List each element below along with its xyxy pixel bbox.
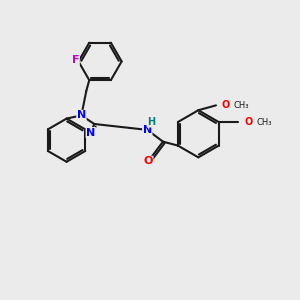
Text: H: H [147,117,155,127]
Text: CH₃: CH₃ [234,101,249,110]
Text: N: N [86,128,95,138]
Text: N: N [143,125,152,135]
Text: O: O [244,117,252,127]
Text: N: N [77,110,86,120]
Text: F: F [72,56,79,65]
Text: O: O [222,100,230,110]
Text: CH₃: CH₃ [256,118,272,127]
Text: O: O [144,156,153,166]
